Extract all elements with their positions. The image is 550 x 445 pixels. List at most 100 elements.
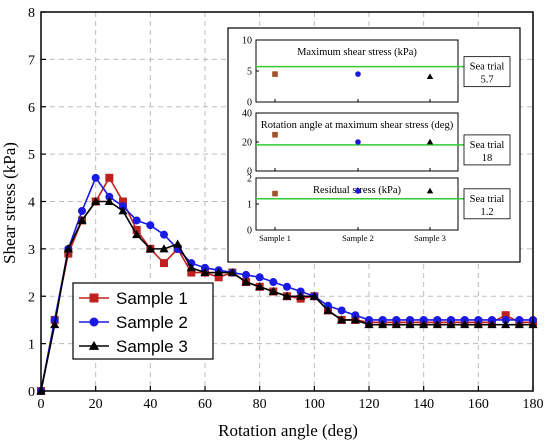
x-tick-label: 100 — [304, 397, 325, 412]
series-point — [78, 206, 86, 215]
series-point — [337, 315, 347, 324]
x-tick-label: 0 — [38, 397, 45, 412]
panel-category-label: Sample 3 — [414, 233, 446, 243]
series-point — [200, 267, 210, 277]
y-tick-label: 8 — [28, 6, 35, 21]
series-point — [433, 315, 442, 324]
series-point — [405, 320, 415, 329]
panel-point — [272, 71, 278, 77]
series-point — [173, 239, 183, 248]
panel-y-tick-label: 1 — [247, 200, 252, 211]
series-point — [283, 282, 291, 291]
series-point — [64, 249, 73, 258]
series-point — [50, 320, 60, 329]
series-point — [255, 282, 265, 291]
y-tick-label: 4 — [28, 196, 35, 211]
legend-marker — [89, 317, 99, 327]
series-point — [378, 315, 387, 324]
series-point — [214, 267, 224, 277]
legend-item: Sample 2 — [79, 313, 188, 332]
series-point — [365, 315, 373, 324]
panel-point — [272, 190, 278, 197]
series-point — [350, 315, 360, 324]
panel-point — [355, 139, 361, 145]
series-point — [515, 315, 524, 324]
series-point — [201, 263, 209, 272]
series-point — [255, 273, 264, 282]
series-point — [501, 315, 510, 324]
legend-marker — [88, 340, 100, 350]
series-point — [501, 320, 511, 329]
reference-label-text: Sea trial — [470, 140, 505, 151]
series-point — [487, 320, 497, 329]
panel-category-label: Sample 2 — [342, 233, 374, 243]
reference-value: 5.7 — [480, 75, 493, 86]
series-point — [160, 230, 168, 239]
series-point — [514, 320, 524, 329]
series-point — [296, 287, 305, 296]
series-point — [473, 320, 483, 329]
y-tick-label: 0 — [28, 385, 35, 400]
series-point — [119, 202, 127, 211]
series-point — [132, 225, 141, 234]
y-tick-label: 1 — [28, 338, 35, 353]
y-tick-label: 7 — [28, 53, 35, 68]
series-point — [186, 263, 196, 272]
legend-marker — [89, 293, 99, 303]
y-tick-label: 5 — [28, 148, 35, 163]
panel-point — [426, 138, 434, 145]
series-point — [160, 259, 168, 268]
reference-label: Sea trial 1.2 — [463, 188, 511, 220]
series-point — [351, 311, 360, 320]
reference-label-text: Sea trial — [470, 194, 505, 205]
inset-panel-1: 0 5 10 Maximum shear stress (kPa) Sea trial 5… — [242, 36, 511, 109]
panel-y-tick-label: 20 — [242, 138, 252, 149]
panel-point — [355, 71, 361, 77]
panel-y-tick-label: 40 — [242, 109, 252, 120]
y-tick-label: 6 — [28, 101, 35, 116]
y-tick-label: 3 — [28, 243, 35, 258]
series-point — [474, 315, 483, 324]
series-point — [104, 196, 114, 205]
series-point — [269, 278, 278, 287]
panel-title: Maximum shear stress (kPa) — [297, 47, 417, 58]
series-point — [406, 315, 414, 324]
series-point — [63, 244, 73, 253]
series-point — [91, 196, 101, 205]
series-point — [214, 273, 223, 282]
inset-panel-2: 0 20 40 Rotation angle at maximum shear str… — [242, 109, 511, 178]
reference-label-box — [463, 134, 511, 166]
series-point — [447, 315, 455, 324]
x-tick-label: 160 — [468, 397, 489, 412]
panel-y-tick-label: 0 — [247, 226, 252, 237]
reference-label: Sea trial 18 — [463, 134, 511, 166]
series-point — [145, 244, 155, 253]
panel-y-tick-label: 0 — [247, 167, 252, 178]
panel-category-label: Sample 1 — [259, 233, 291, 243]
x-tick-label: 120 — [359, 397, 380, 412]
reference-value: 18 — [482, 153, 493, 164]
reference-label-box — [463, 188, 511, 220]
x-axis-label: Rotation angle (deg) — [218, 421, 358, 440]
panel-y-tick-label: 0 — [247, 98, 252, 109]
series-point — [501, 311, 510, 320]
y-tick-label: 2 — [28, 290, 35, 305]
legend-item: Sample 1 — [79, 289, 188, 308]
series-point — [391, 320, 401, 329]
series-point — [105, 192, 114, 201]
series-point — [187, 268, 196, 277]
series-point — [146, 221, 155, 230]
y-axis-label: Shear stress (kPa) — [0, 142, 19, 264]
x-tick-label: 80 — [253, 397, 267, 412]
legend-label: Sample 3 — [116, 337, 188, 356]
series-point — [91, 173, 100, 182]
series-point — [132, 230, 142, 239]
legend-label: Sample 2 — [116, 313, 188, 332]
series-point — [309, 291, 319, 300]
legend-item: Sample 3 — [79, 337, 188, 356]
series-point — [378, 320, 388, 329]
x-tick-label: 60 — [198, 397, 212, 412]
series-point — [364, 320, 374, 329]
series-point — [460, 315, 469, 324]
